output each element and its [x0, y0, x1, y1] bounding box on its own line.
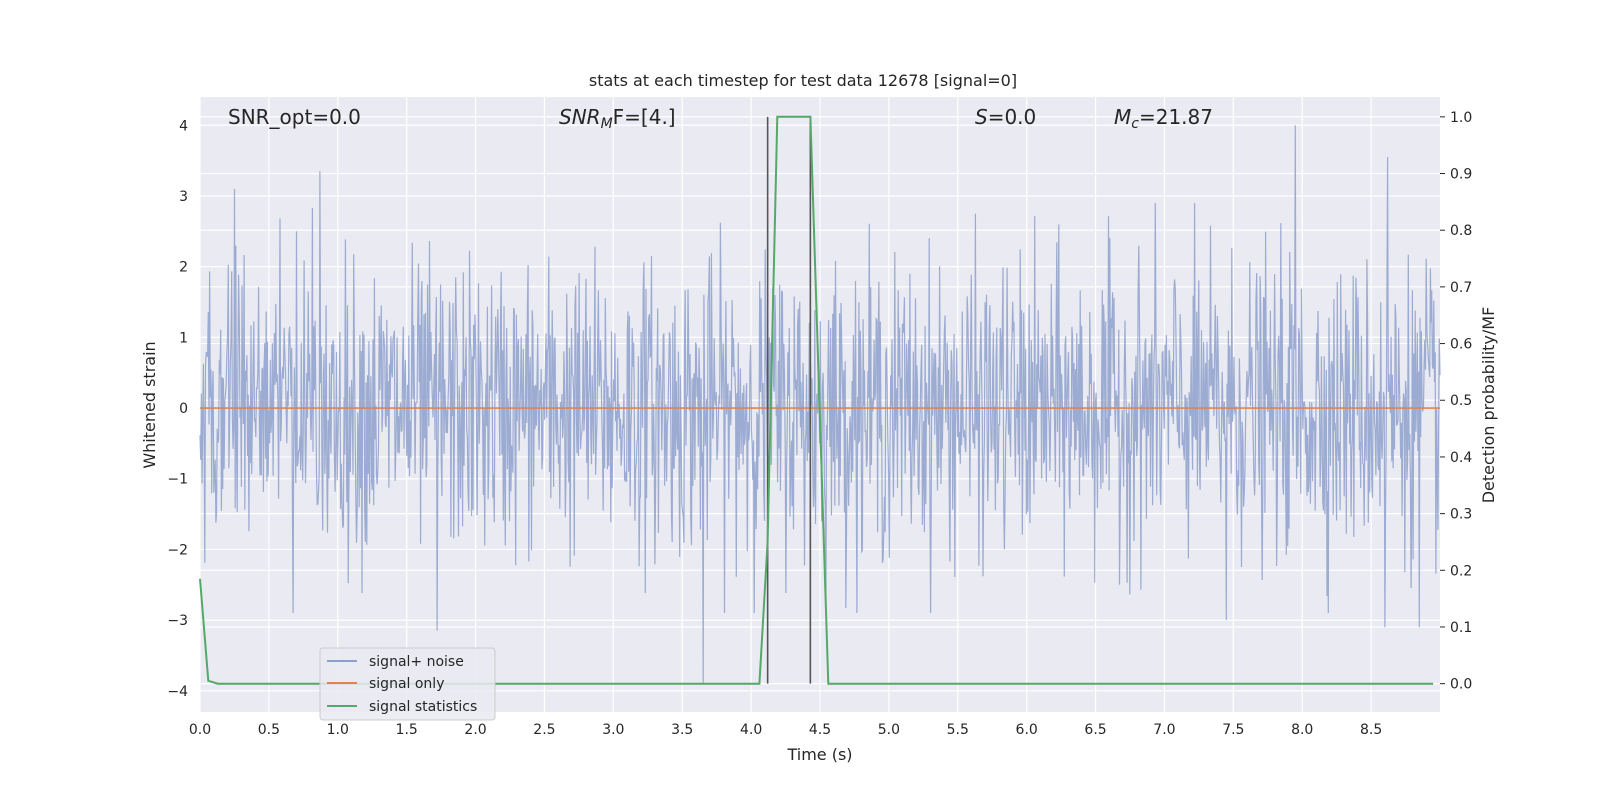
y-right-tick-label: 0.4 [1450, 450, 1472, 466]
x-tick-label: 5.0 [878, 722, 900, 738]
legend: signal+ noise signal only signal statist… [319, 647, 496, 721]
y-right-tick-label: 0.1 [1450, 620, 1472, 636]
x-tick-label: 3.5 [671, 722, 693, 738]
x-tick-label: 7.5 [1222, 722, 1244, 738]
signal-statistics-series [199, 115, 1434, 685]
x-tick-label: 6.0 [1016, 722, 1038, 738]
annotation-s: S=0.0 [975, 105, 1036, 129]
y-right-tick-label: 0.5 [1450, 393, 1472, 409]
y-right-tick-label: 0.6 [1450, 337, 1472, 353]
legend-box [319, 647, 496, 721]
annotation-s-main: S [975, 105, 988, 129]
y-right-tick-label: 0.8 [1450, 223, 1472, 239]
annotation-mc: Mc=21.87 [1114, 105, 1213, 132]
x-tick-label: 1.0 [327, 722, 349, 738]
y-tick-label: 1 [179, 330, 188, 346]
x-tick-label: 0.0 [189, 722, 211, 738]
x-tick-label: 8.0 [1291, 722, 1313, 738]
x-tick-label: 5.5 [947, 722, 969, 738]
y-tick-label: −1 [167, 472, 188, 488]
y-axis-right-label: Detection probability/MF [1479, 307, 1498, 504]
annotation-snr-mf-main: SNR [559, 105, 601, 129]
y-axis-right-ticks: 0.0 0.1 0.2 0.3 0.4 0.5 0.6 0.7 0.8 0.9 1.0 [1440, 110, 1472, 693]
x-tick-label: 2.0 [464, 722, 486, 738]
annotation-snr-mf-tail: F=[4.] [613, 105, 676, 129]
y-tick-label: −4 [167, 684, 188, 700]
y-tick-label: 3 [179, 189, 188, 205]
x-tick-label: 6.5 [1084, 722, 1106, 738]
x-tick-label: 3.0 [602, 722, 624, 738]
x-tick-label: 0.5 [258, 722, 280, 738]
y-tick-label: −3 [167, 613, 188, 629]
x-tick-label: 7.0 [1153, 722, 1175, 738]
y-right-tick-label: 0.3 [1450, 507, 1472, 523]
legend-label-signal-noise: signal+ noise [369, 654, 464, 670]
annotation-snr-mf: SNRMF=[4.] [559, 105, 676, 132]
x-axis-label: Time (s) [786, 745, 852, 764]
y-tick-label: 0 [179, 401, 188, 417]
y-right-tick-label: 0.2 [1450, 563, 1472, 579]
legend-label-signal-statistics: signal statistics [369, 699, 477, 715]
annotation-snr-mf-sub: M [601, 116, 613, 132]
x-tick-label: 1.5 [396, 722, 418, 738]
vertical-markers [766, 116, 812, 684]
y-tick-label: −2 [167, 542, 188, 558]
annotation-snr-opt: SNR_opt=0.0 [228, 105, 361, 129]
legend-label-signal-only: signal only [369, 676, 444, 692]
y-right-tick-label: 1.0 [1450, 110, 1472, 126]
x-axis-ticks: 0.0 0.5 1.0 1.5 2.0 2.5 3.0 3.5 4.0 4.5 5.0 5.5 6.0 6… [189, 722, 1382, 738]
x-tick-label: 4.5 [809, 722, 831, 738]
y-axis-ticks: −4 −3 −2 −1 0 1 2 3 4 [167, 118, 188, 700]
annotation-mc-sub: c [1131, 116, 1139, 132]
y-axis-label: Whitened strain [140, 341, 159, 468]
y-tick-label: 2 [179, 260, 188, 276]
x-tick-label: 8.5 [1360, 722, 1382, 738]
x-tick-label: 2.5 [533, 722, 555, 738]
x-tick-label: 4.0 [740, 722, 762, 738]
y-right-tick-label: 0.9 [1450, 167, 1472, 183]
y-tick-label: 4 [179, 118, 188, 134]
signal-noise-line [199, 125, 1441, 684]
y-right-tick-label: 0.0 [1450, 677, 1472, 693]
chart-title: stats at each timestep for test data 126… [589, 71, 1017, 90]
y-right-tick-label: 0.7 [1450, 280, 1472, 296]
annotation-mc-tail: =21.87 [1139, 105, 1213, 129]
signal-statistics-line [199, 115, 1434, 685]
annotation-mc-main: M [1114, 105, 1131, 129]
annotation-s-tail: =0.0 [988, 105, 1037, 129]
signal-noise-series [199, 125, 1441, 684]
